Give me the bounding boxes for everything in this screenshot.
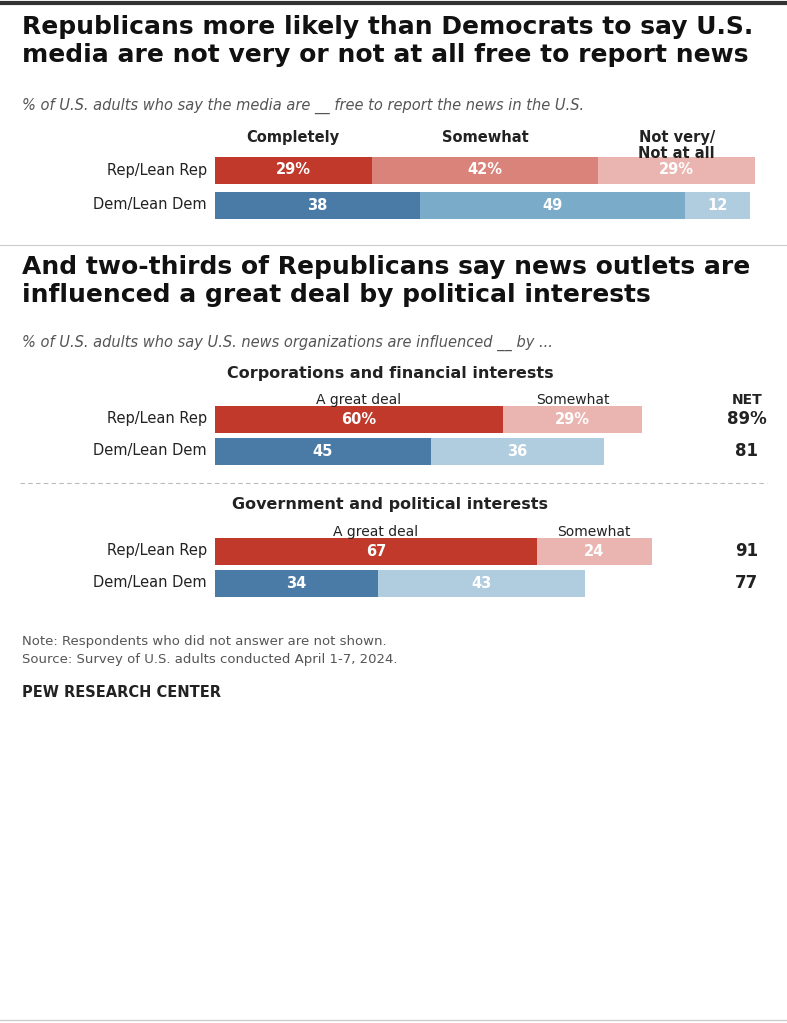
Bar (431, 438, 604, 464)
Text: Not very/
Not at all: Not very/ Not at all (638, 130, 715, 162)
Text: Dem/Lean Dem: Dem/Lean Dem (94, 576, 207, 590)
Bar (215, 570, 379, 596)
Bar (215, 405, 503, 433)
Bar (420, 191, 685, 219)
Text: PEW RESEARCH CENTER: PEW RESEARCH CENTER (22, 685, 221, 700)
Text: Government and political interests: Government and political interests (232, 497, 548, 512)
Bar (215, 191, 420, 219)
Text: Completely: Completely (247, 130, 340, 145)
Text: 38: 38 (308, 197, 328, 213)
Text: % of U.S. adults who say U.S. news organizations are influenced __ by ...: % of U.S. adults who say U.S. news organ… (22, 335, 553, 351)
Text: 24: 24 (584, 543, 604, 559)
Bar (685, 191, 749, 219)
Bar (215, 537, 537, 565)
Bar (379, 570, 585, 596)
Bar (215, 438, 431, 464)
Text: 89%: 89% (727, 410, 767, 428)
Text: Republicans more likely than Democrats to say U.S.
media are not very or not at : Republicans more likely than Democrats t… (22, 15, 753, 66)
Text: 29%: 29% (660, 163, 694, 178)
Text: 49: 49 (542, 197, 563, 213)
Text: And two-thirds of Republicans say news outlets are
influenced a great deal by po: And two-thirds of Republicans say news o… (22, 255, 750, 307)
Text: Rep/Lean Rep: Rep/Lean Rep (107, 543, 207, 559)
Text: Rep/Lean Rep: Rep/Lean Rep (107, 163, 207, 178)
Text: 34: 34 (286, 576, 307, 590)
Bar (537, 537, 652, 565)
Text: 67: 67 (366, 543, 386, 559)
Text: 91: 91 (735, 542, 759, 560)
Text: 60%: 60% (342, 411, 376, 427)
Text: A great deal: A great deal (333, 525, 419, 539)
Text: 81: 81 (736, 442, 759, 460)
Text: 77: 77 (735, 574, 759, 592)
Text: Note: Respondents who did not answer are not shown.
Source: Survey of U.S. adult: Note: Respondents who did not answer are… (22, 635, 397, 666)
Text: Somewhat: Somewhat (442, 130, 528, 145)
Text: Somewhat: Somewhat (557, 525, 631, 539)
Text: Dem/Lean Dem: Dem/Lean Dem (94, 444, 207, 458)
Bar (371, 157, 598, 183)
Text: Dem/Lean Dem: Dem/Lean Dem (94, 197, 207, 213)
Text: 43: 43 (471, 576, 492, 590)
Bar (503, 405, 642, 433)
Text: Corporations and financial interests: Corporations and financial interests (227, 366, 553, 381)
Text: 29%: 29% (275, 163, 311, 178)
Text: NET: NET (732, 393, 763, 407)
Text: 45: 45 (312, 444, 333, 458)
Bar (215, 157, 371, 183)
Text: Somewhat: Somewhat (536, 393, 609, 407)
Text: A great deal: A great deal (316, 393, 401, 407)
Text: % of U.S. adults who say the media are __ free to report the news in the U.S.: % of U.S. adults who say the media are _… (22, 98, 584, 115)
Text: 29%: 29% (555, 411, 590, 427)
Text: 12: 12 (707, 197, 727, 213)
Text: Rep/Lean Rep: Rep/Lean Rep (107, 411, 207, 427)
Text: 36: 36 (508, 444, 527, 458)
Bar (598, 157, 755, 183)
Text: 42%: 42% (467, 163, 503, 178)
